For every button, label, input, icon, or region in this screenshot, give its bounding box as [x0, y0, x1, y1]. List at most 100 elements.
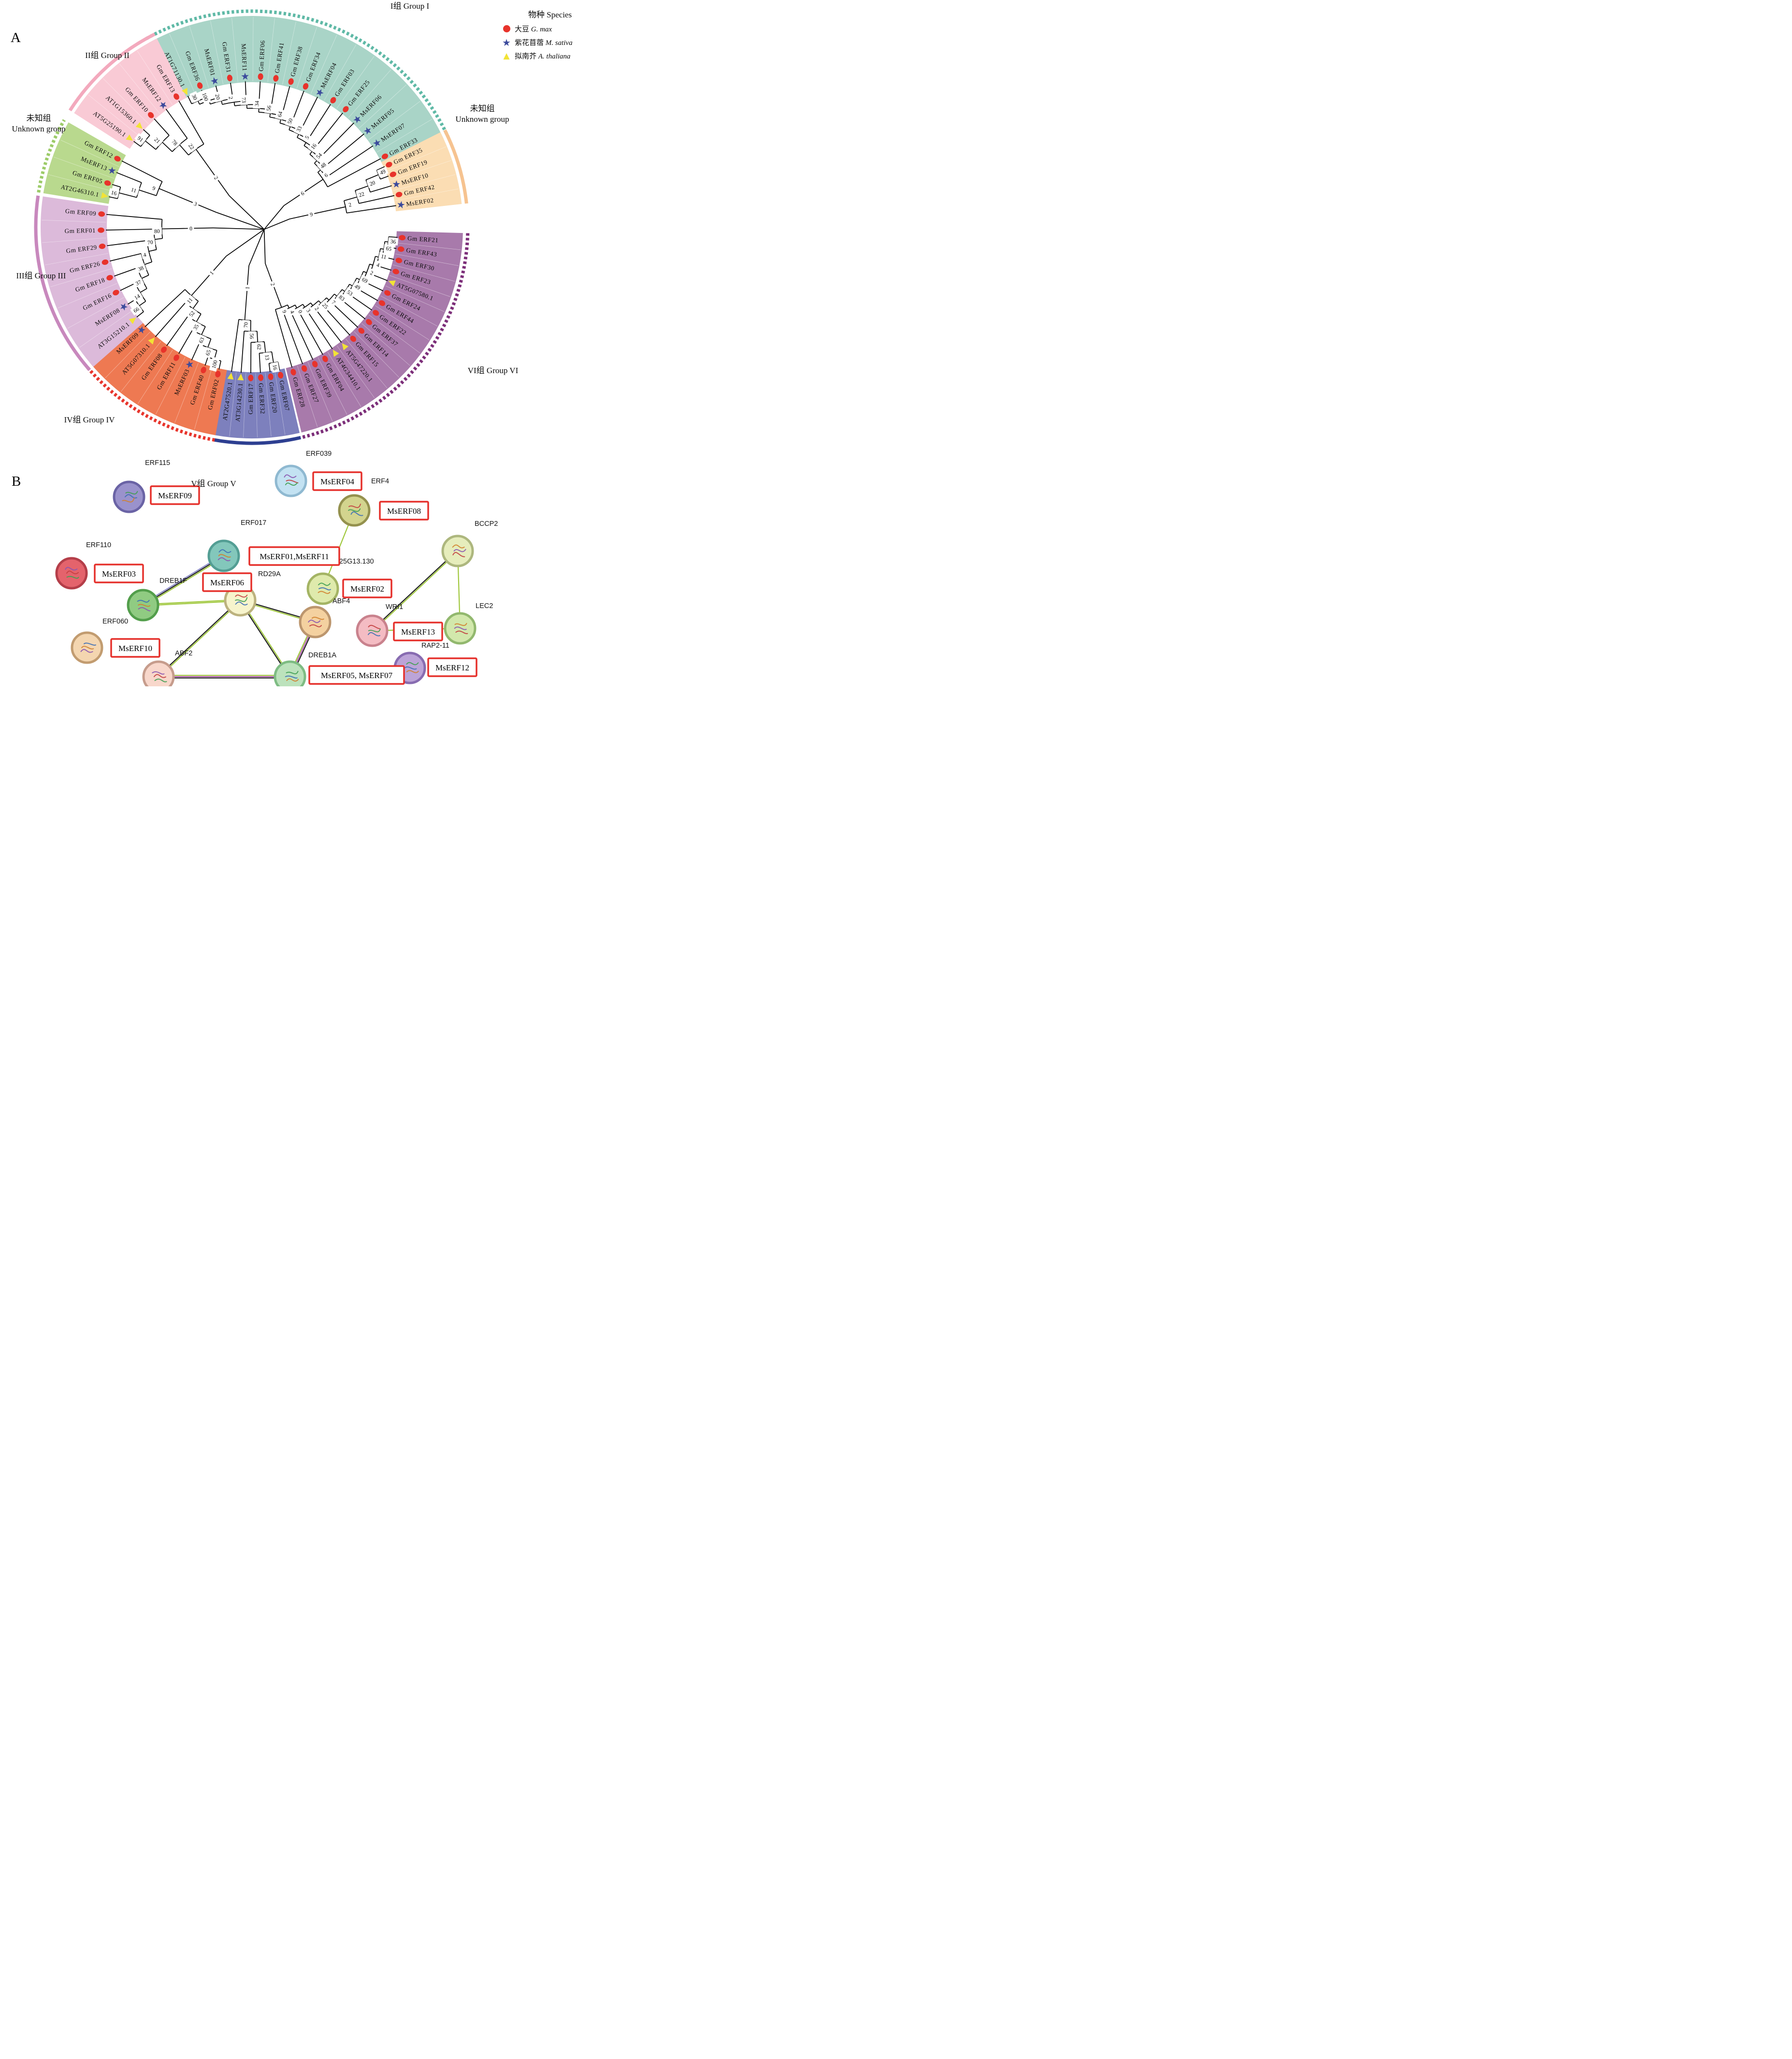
network-node-ABF2: ABF2: [142, 650, 192, 686]
bootstrap-text: 38: [137, 265, 145, 273]
tree-branch: [369, 263, 373, 266]
bootstrap-value: 14: [131, 291, 144, 303]
mserf-box-ERF060: MsERF10: [110, 638, 160, 658]
network-node-ERF110: ERF110: [55, 541, 111, 590]
sector-separator: [324, 44, 357, 101]
mserf-box-ERF017: MsERF01,MsERF11: [248, 546, 340, 566]
group-ring-group-I: [145, 9, 450, 138]
node-name-label: WRI1: [386, 603, 403, 611]
tree-branch: [302, 304, 305, 307]
bootstrap-bg: [169, 136, 181, 149]
node-name-label: ERF039: [306, 450, 332, 458]
tree-root-branch: [263, 229, 266, 264]
protein-ribbon-icon: [124, 494, 137, 499]
sector-separator: [359, 84, 407, 129]
bootstrap-text: 0: [297, 309, 303, 315]
tree-branch: [110, 253, 142, 261]
bootstrap-bg: [186, 140, 198, 153]
bootstrap-value: 65: [383, 244, 394, 253]
sector-separator: [392, 264, 455, 282]
edge-line: [297, 637, 310, 664]
bootstrap-bg: [351, 281, 364, 292]
bootstrap-bg: [209, 357, 220, 372]
leaf-label: AT3G14230.1: [234, 383, 244, 422]
tree-branch: [307, 104, 331, 140]
sector-separator: [307, 362, 333, 421]
tree-branch: [334, 293, 337, 297]
sector-separator: [137, 349, 173, 404]
protein-ribbon-icon: [368, 628, 381, 633]
tree-branch: [166, 316, 188, 346]
sector-separator: [368, 314, 420, 353]
bootstrap-bg: [206, 268, 217, 278]
bootstrap-bg: [307, 140, 319, 153]
gmax-circle-icon: [399, 235, 406, 241]
protein-ribbon-icon: [318, 587, 332, 591]
network-node-WRI1: WRI1: [356, 603, 403, 647]
mserf-box-text: MsERF09: [158, 491, 192, 500]
msativa-star-icon: [397, 201, 405, 209]
node-name-label: BCCP2: [475, 520, 498, 528]
bootstrap-text: 20: [369, 180, 376, 187]
tree-branch: [289, 206, 346, 219]
mserf-box-F25G13.130: MsERF02: [342, 579, 392, 598]
tree-branch: [159, 188, 217, 213]
bootstrap-text: 56: [248, 334, 254, 339]
bootstrap-value: 11: [378, 252, 390, 261]
bootstrap-text: 2: [369, 270, 374, 276]
group-ring-group-unknown-left: [37, 119, 66, 193]
tree-branch: [120, 283, 136, 291]
sector-separator: [67, 297, 124, 329]
bootstrap-bg: [344, 287, 356, 299]
msativa-star-icon: [159, 102, 167, 109]
mserf-box-text: MsERF01,MsERF11: [260, 552, 329, 561]
legend-item-athaliana: ▲ 拟南芥 A. thaliana: [502, 51, 597, 61]
msativa-star-icon: [210, 77, 218, 85]
bootstrap-value: 2: [268, 280, 278, 289]
leaf-label: Gm ERF01: [65, 227, 96, 234]
bootstrap-bg: [189, 91, 200, 103]
bootstrap-text: 49: [379, 169, 387, 176]
protein-ribbon-icon: [125, 491, 138, 494]
gmax-circle-icon: [350, 335, 356, 342]
bootstrap-value: 64: [275, 108, 285, 120]
tree-branch: [289, 126, 291, 130]
gmax-circle-icon: [330, 97, 336, 103]
tree-branch: [233, 102, 235, 106]
tree-branch: [165, 109, 188, 139]
bootstrap-value: 49: [376, 166, 389, 177]
bootstrap-text: 3: [193, 201, 198, 207]
network-node-ERF017: ERF017: [207, 519, 266, 572]
athaliana-tri-icon: [135, 122, 143, 129]
bootstrap-text: 13: [263, 354, 270, 361]
mserf-box-text: MsERF10: [118, 644, 152, 653]
edge-line: [383, 561, 447, 620]
bootstrap-value: 70: [145, 238, 156, 246]
bootstrap-value: 16: [108, 188, 120, 198]
edge-line: [156, 564, 211, 597]
legend-item-msativa: ★ 紫花苜蓿 M. sativa: [502, 37, 597, 47]
bootstrap-value: 56: [264, 103, 273, 114]
bootstrap-value: 20: [213, 91, 223, 102]
sector-separator: [318, 357, 347, 415]
bootstrap-bg: [367, 268, 376, 277]
sector-separator: [243, 373, 246, 437]
network-node-LEC2: LEC2: [444, 602, 493, 645]
bootstrap-bg: [388, 237, 399, 246]
tree-branch: [178, 330, 193, 354]
protein-ribbon-icon: [286, 678, 299, 682]
bootstrap-bg: [227, 94, 235, 102]
bootstrap-text: 56: [266, 105, 273, 111]
athaliana-tri-icon: [129, 318, 136, 324]
edge-line: [255, 605, 301, 619]
mserf-box-frame: [110, 638, 160, 658]
protein-node-circle: [113, 480, 145, 513]
bootstrap-bg: [317, 159, 330, 172]
bootstrap-value: 70: [242, 319, 250, 330]
tree-branch: [294, 304, 297, 308]
bootstrap-bg: [366, 178, 378, 188]
gmax-circle-icon: [373, 310, 379, 316]
gmax-circle-icon: [258, 374, 264, 381]
athaliana-tri-icon: [227, 373, 234, 380]
tree-branch: [347, 205, 396, 214]
